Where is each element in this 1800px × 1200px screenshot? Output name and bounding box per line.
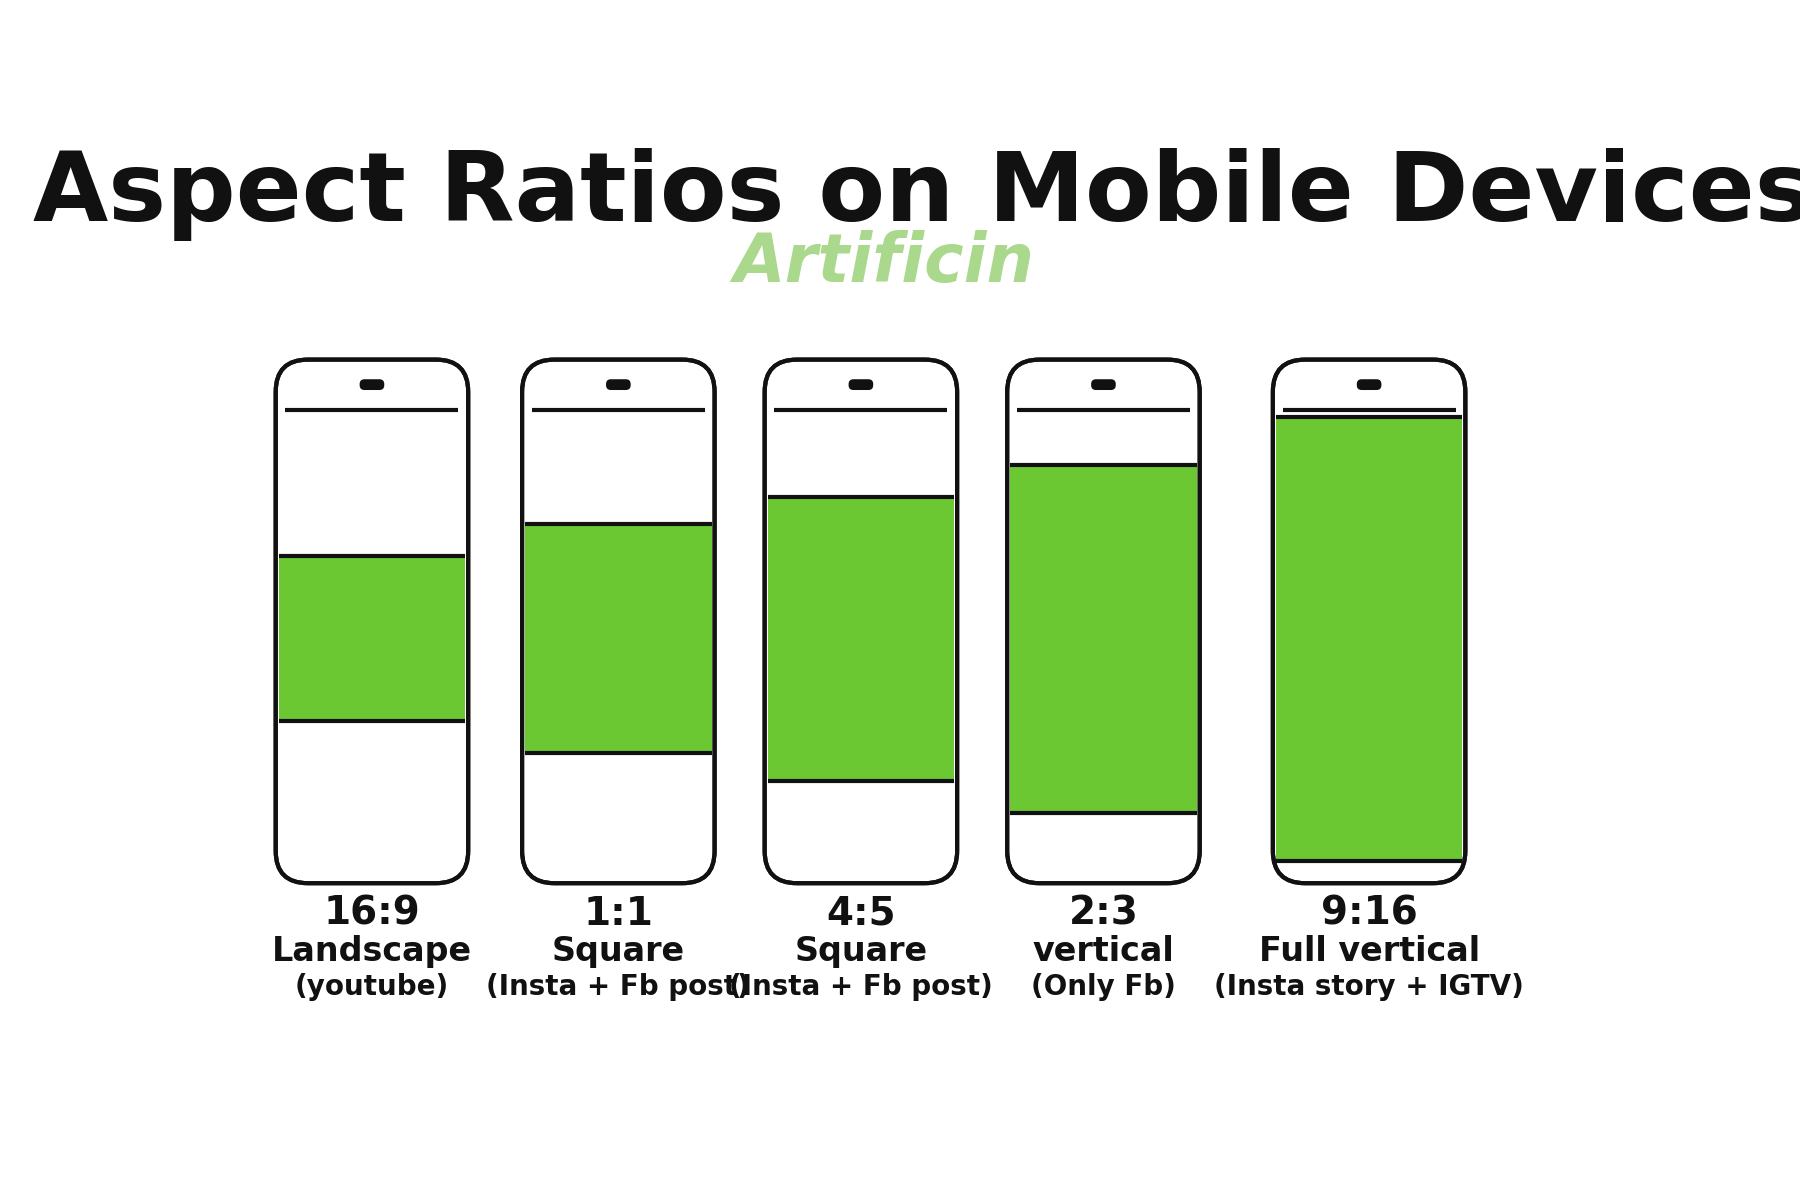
Text: (Only Fb): (Only Fb) [1031,973,1175,1001]
Text: 1:1: 1:1 [583,895,653,932]
FancyBboxPatch shape [1008,360,1199,883]
Text: Full vertical: Full vertical [1258,935,1480,967]
Text: (Insta + Fb post): (Insta + Fb post) [729,973,994,1001]
FancyBboxPatch shape [769,497,954,781]
Text: Aspect Ratios on Mobile Devices: Aspect Ratios on Mobile Devices [32,148,1800,240]
FancyBboxPatch shape [607,379,630,390]
FancyBboxPatch shape [360,379,383,390]
FancyBboxPatch shape [848,379,873,390]
FancyBboxPatch shape [1273,360,1465,883]
FancyBboxPatch shape [275,360,468,883]
Text: Landscape: Landscape [272,935,472,967]
Text: Square: Square [794,935,927,967]
Text: vertical: vertical [1033,935,1174,967]
Text: Artificin: Artificin [734,230,1035,296]
FancyBboxPatch shape [1010,464,1197,812]
FancyBboxPatch shape [1276,416,1462,860]
Text: (Insta + Fb post): (Insta + Fb post) [486,973,751,1001]
FancyBboxPatch shape [765,360,958,883]
FancyBboxPatch shape [522,360,715,883]
Text: Square: Square [553,935,686,967]
Text: 16:9: 16:9 [324,895,421,932]
Text: 4:5: 4:5 [826,895,896,932]
FancyBboxPatch shape [279,557,464,721]
FancyBboxPatch shape [526,524,711,754]
FancyBboxPatch shape [1357,379,1381,390]
Text: (Insta story + IGTV): (Insta story + IGTV) [1215,973,1525,1001]
Text: 9:16: 9:16 [1321,895,1417,932]
Text: 2:3: 2:3 [1069,895,1138,932]
Text: (youtube): (youtube) [295,973,448,1001]
FancyBboxPatch shape [1091,379,1116,390]
